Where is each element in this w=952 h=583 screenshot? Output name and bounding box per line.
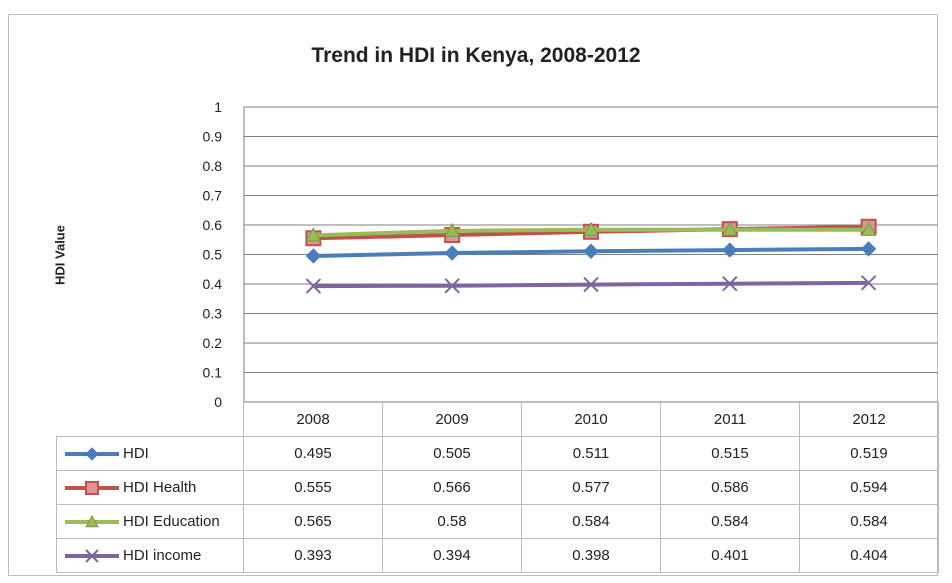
data-label: 0.404 bbox=[800, 539, 939, 573]
x-tick-label: 2010 bbox=[522, 403, 661, 437]
data-label: 0.58 bbox=[383, 505, 522, 539]
y-tick-label: 0.2 bbox=[203, 335, 223, 351]
data-label: 0.515 bbox=[661, 437, 800, 471]
legend-entry: HDI income bbox=[57, 539, 244, 573]
data-label: 0.584 bbox=[522, 505, 661, 539]
legend-entry: HDI Health bbox=[57, 471, 244, 505]
data-label: 0.565 bbox=[244, 505, 383, 539]
legend-label: HDI Health bbox=[123, 479, 196, 496]
data-label: 0.394 bbox=[383, 539, 522, 573]
x-tick-label: 2009 bbox=[383, 403, 522, 437]
y-tick-label: 0.7 bbox=[203, 188, 223, 204]
legend-label: HDI bbox=[123, 445, 149, 462]
legend-label: HDI Education bbox=[123, 513, 220, 530]
data-point bbox=[306, 249, 320, 263]
data-label: 0.577 bbox=[522, 471, 661, 505]
table-row: HDI Education 0.565 0.58 0.584 0.584 0.584 bbox=[57, 505, 939, 539]
data-label: 0.401 bbox=[661, 539, 800, 573]
y-tick-label: 0.8 bbox=[203, 158, 223, 174]
legend-key-icon bbox=[63, 447, 121, 461]
y-tick-label: 0.6 bbox=[203, 217, 223, 233]
y-tick-label: 0.4 bbox=[203, 276, 223, 292]
legend-key-icon bbox=[63, 481, 121, 495]
y-tick-label: 0.9 bbox=[203, 129, 223, 145]
table-header-row: 2008 2009 2010 2011 2012 bbox=[57, 403, 939, 437]
table-row: HDI 0.495 0.505 0.511 0.515 0.519 bbox=[57, 437, 939, 471]
x-tick-label: 2008 bbox=[244, 403, 383, 437]
x-tick-label: 2012 bbox=[800, 403, 939, 437]
y-tick-label: 1 bbox=[214, 99, 222, 115]
data-label: 0.519 bbox=[800, 437, 939, 471]
data-label: 0.505 bbox=[383, 437, 522, 471]
data-label: 0.586 bbox=[661, 471, 800, 505]
data-label: 0.393 bbox=[244, 539, 383, 573]
data-point bbox=[584, 244, 598, 258]
data-point bbox=[862, 242, 876, 256]
data-label: 0.398 bbox=[522, 539, 661, 573]
legend-key-icon bbox=[63, 515, 121, 529]
data-label: 0.511 bbox=[522, 437, 661, 471]
legend-key-icon bbox=[63, 549, 121, 563]
data-point bbox=[86, 482, 98, 494]
y-tick-label: 0.1 bbox=[203, 365, 223, 381]
legend-entry: HDI Education bbox=[57, 505, 244, 539]
data-label: 0.555 bbox=[244, 471, 383, 505]
data-point bbox=[445, 246, 459, 260]
table-corner bbox=[57, 403, 244, 437]
data-label: 0.584 bbox=[661, 505, 800, 539]
table-row: HDI income 0.393 0.394 0.398 0.401 0.404 bbox=[57, 539, 939, 573]
y-tick-label: 0.5 bbox=[203, 247, 223, 263]
y-tick-label: 0.3 bbox=[203, 306, 223, 322]
x-tick-label: 2011 bbox=[661, 403, 800, 437]
data-table: 2008 2009 2010 2011 2012 HDI 0.495 0.505 0.… bbox=[56, 402, 939, 573]
data-label: 0.495 bbox=[244, 437, 383, 471]
table-row: HDI Health 0.555 0.566 0.577 0.586 0.594 bbox=[57, 471, 939, 505]
legend-entry: HDI bbox=[57, 437, 244, 471]
data-label: 0.584 bbox=[800, 505, 939, 539]
data-label: 0.566 bbox=[383, 471, 522, 505]
data-label: 0.594 bbox=[800, 471, 939, 505]
legend-label: HDI income bbox=[123, 547, 201, 564]
data-point bbox=[86, 448, 98, 460]
